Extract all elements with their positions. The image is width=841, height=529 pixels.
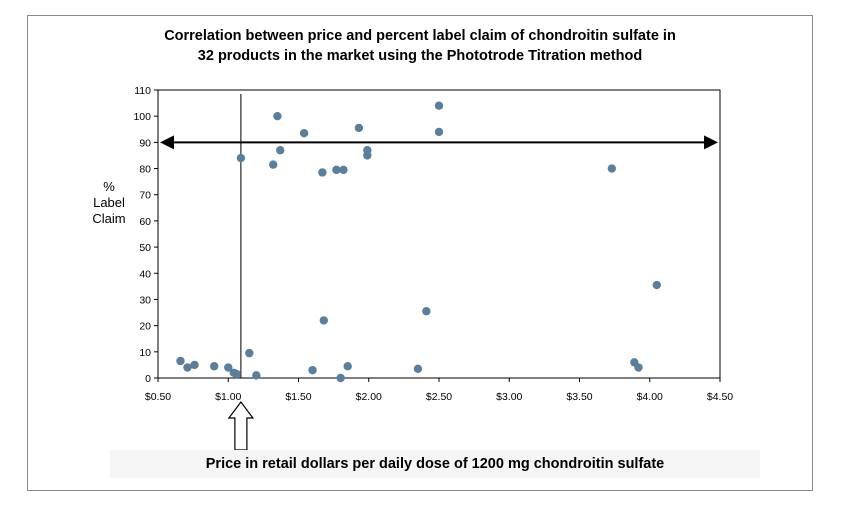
data-point xyxy=(245,348,254,358)
y-tick-label: 10 xyxy=(139,347,151,359)
data-point xyxy=(343,362,352,371)
up-arrow-icon xyxy=(227,401,255,451)
y-tick-label: 100 xyxy=(133,111,151,123)
y-tick-label: 60 xyxy=(139,216,151,228)
data-point xyxy=(252,371,261,380)
x-tick-label: $2.00 xyxy=(356,391,382,403)
data-point xyxy=(176,356,185,366)
x-tick-label: $0.50 xyxy=(145,391,171,403)
data-point xyxy=(434,101,444,110)
data-point xyxy=(336,373,345,383)
y-tick-label: 70 xyxy=(139,190,151,202)
data-point xyxy=(308,365,317,375)
y-tick-label: 20 xyxy=(139,321,151,333)
data-point xyxy=(422,307,431,316)
x-tick-label: $1.00 xyxy=(215,391,241,403)
data-point xyxy=(319,316,328,325)
y-tick-label: 0 xyxy=(145,373,151,385)
y-tick-label: 30 xyxy=(139,294,151,306)
y-tick-label: 90 xyxy=(139,137,151,149)
data-point xyxy=(363,151,372,160)
y-axis-label: % Label Claim xyxy=(86,179,132,227)
data-point xyxy=(634,363,643,372)
data-point xyxy=(607,164,617,173)
y-axis-label-line-2: Label xyxy=(93,195,125,210)
x-axis-label: Price in retail dollars per daily dose o… xyxy=(110,450,760,478)
arrowhead-right-icon xyxy=(704,135,718,150)
data-point xyxy=(183,363,192,372)
x-tick-label: $1.50 xyxy=(285,391,311,403)
x-tick-label: $4.00 xyxy=(637,391,663,403)
y-axis-label-line-3: Claim xyxy=(92,211,126,226)
data-point xyxy=(236,153,246,163)
y-tick-label: 110 xyxy=(134,85,151,97)
data-point xyxy=(232,369,241,379)
data-point xyxy=(299,129,309,138)
data-point xyxy=(413,364,423,374)
data-point xyxy=(652,280,661,290)
data-point xyxy=(434,127,444,137)
y-tick-label: 80 xyxy=(139,164,151,176)
data-point xyxy=(332,165,341,175)
chart-title-line-1: Correlation between price and percent la… xyxy=(164,28,676,44)
y-tick-label: 40 xyxy=(139,268,151,280)
data-point xyxy=(269,160,278,169)
data-point xyxy=(273,111,282,121)
x-tick-label: $4.50 xyxy=(707,391,733,403)
data-point xyxy=(339,165,348,175)
data-point xyxy=(190,360,199,370)
data-point xyxy=(276,146,285,155)
x-tick-label: $3.00 xyxy=(496,391,522,403)
data-point xyxy=(224,363,233,372)
y-tick-label: 50 xyxy=(139,242,151,254)
x-tick-label: $2.50 xyxy=(426,391,452,403)
data-point xyxy=(210,362,219,371)
chart-title-line-2: 32 products in the market using the Phot… xyxy=(197,48,643,64)
chart-title: Correlation between price and percent la… xyxy=(27,26,813,66)
arrowhead-left-icon xyxy=(160,135,174,150)
x-tick-label: $3.50 xyxy=(566,391,592,403)
data-point xyxy=(354,123,364,133)
y-axis-label-line-1: % xyxy=(103,179,115,194)
data-point xyxy=(318,168,327,177)
